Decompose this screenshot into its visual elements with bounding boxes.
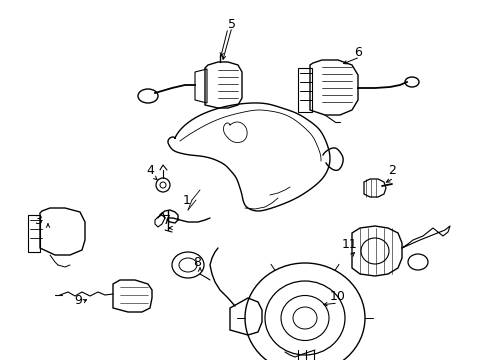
Text: 1: 1: [183, 194, 190, 207]
Text: 8: 8: [193, 256, 201, 269]
Text: 5: 5: [227, 18, 236, 31]
Text: 9: 9: [74, 293, 82, 306]
Text: 3: 3: [34, 213, 42, 226]
Text: 7: 7: [163, 215, 171, 228]
Text: 4: 4: [146, 163, 154, 176]
Text: 11: 11: [342, 238, 357, 252]
Text: 2: 2: [387, 163, 395, 176]
Text: 6: 6: [353, 45, 361, 58]
Text: 10: 10: [329, 289, 345, 302]
